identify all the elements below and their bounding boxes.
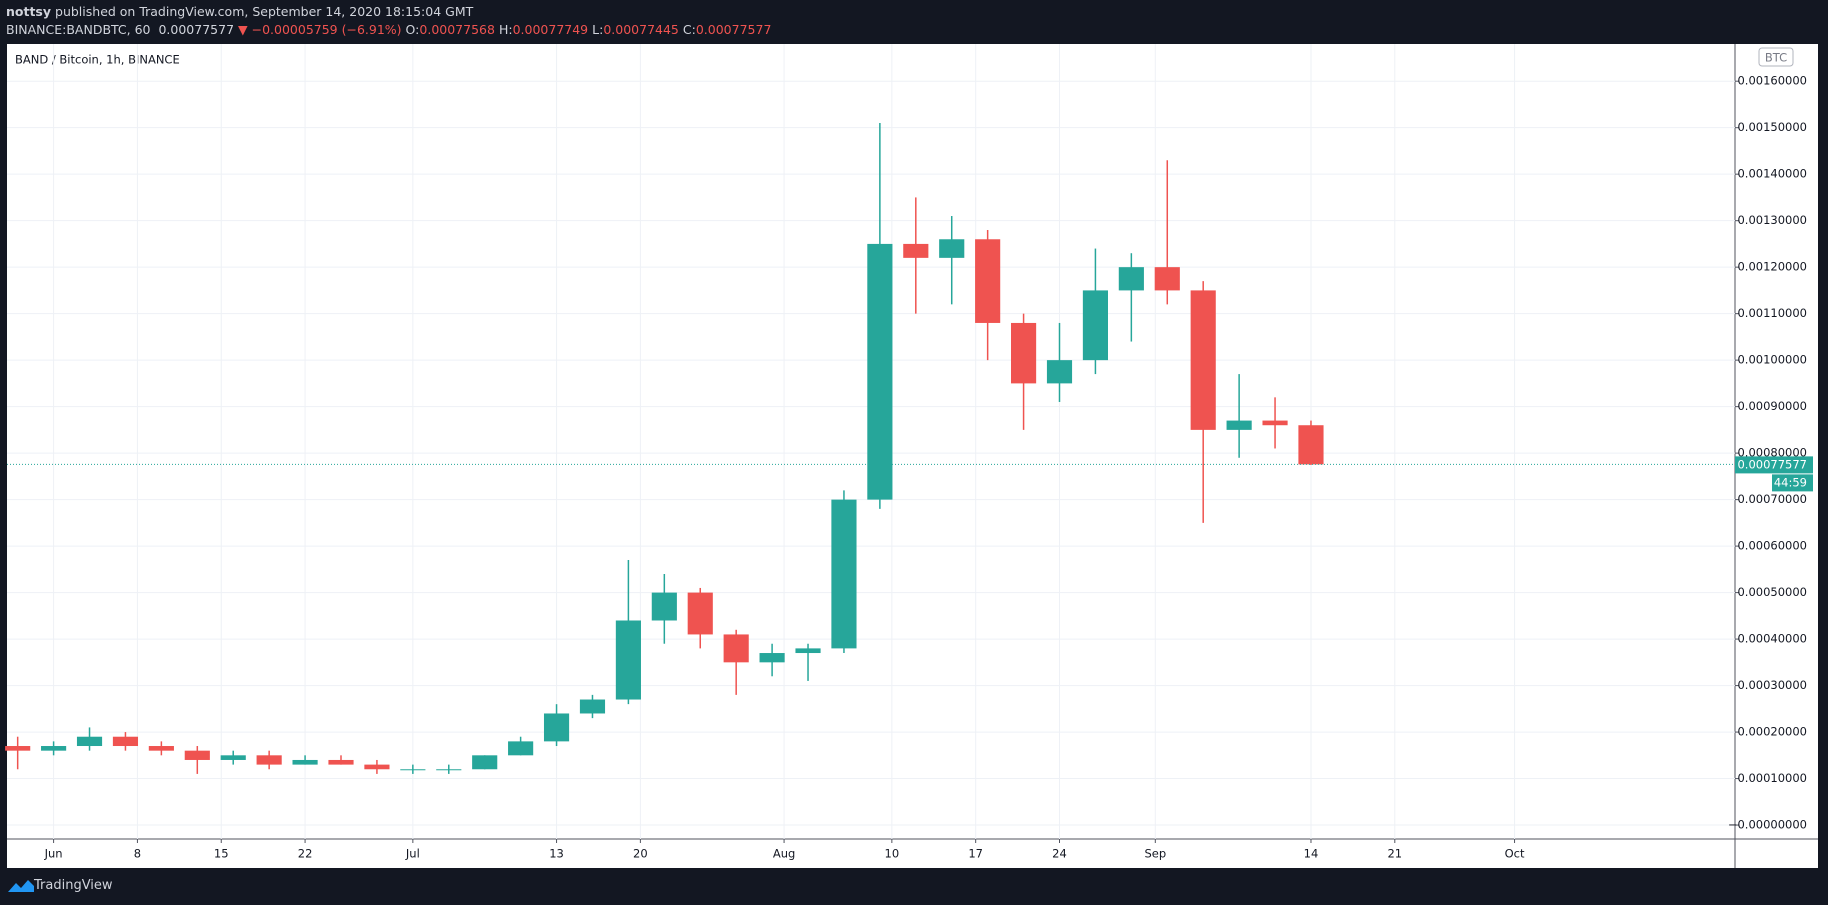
y-tick-label: 0.00060000	[1737, 539, 1807, 553]
change: ▼ −0.00005759 (−6.91%)	[238, 22, 402, 37]
chart-title: BAND / Bitcoin, 1h, BINANCE	[15, 53, 180, 67]
currency-box	[1758, 47, 1794, 67]
publish-line: nottsy published on TradingView.com, Sep…	[6, 4, 473, 19]
candle-body	[615, 620, 641, 700]
x-tick-label: 15	[214, 847, 229, 861]
x-tick-label: 8	[134, 847, 141, 861]
y-tick-label: 0.00140000	[1737, 167, 1807, 181]
candle-body	[220, 755, 246, 760]
y-tick-label: 0.00160000	[1737, 74, 1807, 88]
candle-body	[1046, 360, 1073, 384]
y-tick-label: −0.00000000	[1728, 818, 1807, 832]
candle-body	[687, 592, 713, 635]
candle-body	[436, 769, 462, 771]
y-tick-label: 0.00080000	[1737, 446, 1807, 460]
x-tick-label: Jun	[44, 847, 63, 861]
candle-body	[795, 648, 821, 654]
header: nottsy published on TradingView.com, Sep…	[0, 0, 1828, 43]
countdown: 44:59	[1774, 475, 1807, 489]
y-tick-label: 0.00090000	[1737, 399, 1807, 413]
candle-body	[651, 592, 677, 621]
x-tick-label: 13	[549, 847, 564, 861]
y-tick-label: 0.00120000	[1737, 260, 1807, 274]
x-tick-label: 10	[885, 847, 900, 861]
candle-body	[292, 759, 318, 765]
y-tick-label: 0.00130000	[1737, 213, 1807, 227]
symbol: BINANCE:BANDBTC, 60	[6, 22, 151, 37]
countdown-box	[1772, 474, 1813, 492]
x-tick-label: Oct	[1505, 847, 1525, 861]
x-tick-label: 22	[298, 847, 313, 861]
candle-body	[831, 499, 857, 649]
logo	[8, 880, 34, 892]
candle-body	[184, 750, 210, 760]
ohlc-label: C:	[682, 22, 696, 37]
ohlc-value: 0.00077749	[512, 22, 589, 37]
ohlc-value: 0.00077568	[419, 22, 495, 37]
last: 0.00077577	[158, 22, 235, 37]
candle-body	[508, 741, 534, 756]
y-tick-label: 0.00100000	[1737, 353, 1807, 367]
candle-body	[1262, 420, 1288, 426]
candle-body	[112, 736, 139, 747]
y-tick-label: 0.00030000	[1737, 678, 1807, 692]
x-tick-label: 24	[1052, 847, 1067, 861]
footer: TradingView	[0, 869, 1828, 905]
last-price-label: 0.00077577	[1737, 457, 1807, 471]
ohlc-label: H:	[498, 22, 513, 37]
candle-body	[472, 755, 498, 770]
candle-body	[723, 634, 749, 663]
candle-body	[903, 243, 929, 258]
candle-body	[1082, 290, 1108, 361]
ohlc: O:0.00077568 H:0.00077749 L:0.00077445 C:0.…	[402, 22, 772, 37]
published: published on TradingView.com, September …	[55, 4, 474, 19]
x-tick-label: 14	[1304, 847, 1319, 861]
x-tick-label: 21	[1387, 847, 1402, 861]
ohlc-value: 0.00077577	[695, 22, 772, 37]
currency: BTC	[1765, 51, 1787, 65]
y-tick-label: 0.00020000	[1737, 725, 1807, 739]
candle-body	[1154, 267, 1180, 291]
y-tick-label: 0.00150000	[1737, 120, 1807, 134]
candle-body	[41, 746, 67, 751]
author: nottsy	[6, 4, 52, 19]
y-tick-label: 0.00110000	[1737, 306, 1807, 320]
quote-line: BINANCE:BANDBTC, 60 0.00077577 ▼ −0.0000…	[6, 22, 771, 37]
ohlc-label: O:	[405, 22, 420, 37]
candle-body	[1298, 425, 1324, 465]
candle-body	[148, 746, 174, 751]
x-tick-label: 17	[968, 847, 983, 861]
candle-body	[543, 713, 570, 742]
candle-body	[939, 239, 965, 258]
candle-body	[400, 769, 426, 771]
candle-body	[364, 764, 390, 770]
x-tick-label: Sep	[1144, 847, 1166, 861]
candle-body	[867, 243, 893, 500]
x-tick-label: 20	[633, 847, 648, 861]
y-tick-label: 0.00070000	[1737, 492, 1807, 506]
candle-body	[1190, 290, 1216, 430]
candle-body	[975, 239, 1001, 323]
candle-body	[76, 736, 103, 747]
candle-body	[256, 755, 282, 765]
candle-body	[5, 746, 31, 751]
y-tick-label: 0.00040000	[1737, 632, 1807, 646]
candle-body	[1011, 322, 1037, 384]
ohlc-value: 0.00077445	[603, 22, 679, 37]
candle-body	[1118, 267, 1144, 291]
x-tick-label: Jul	[405, 847, 420, 861]
ohlc-label: L:	[592, 22, 604, 37]
y-tick-label: 0.00010000	[1737, 771, 1807, 785]
candle-body	[759, 653, 785, 663]
candle-body	[1226, 420, 1252, 430]
last-price-box	[1735, 456, 1813, 474]
chart-bg	[7, 44, 1818, 868]
brand: TradingView	[34, 878, 113, 893]
candle-body	[328, 759, 354, 765]
candle-body	[579, 699, 606, 714]
y-tick-label: 0.00050000	[1737, 585, 1807, 599]
chart: BAND / Bitcoin, 1h, BINANCE BTC −0.00000…	[0, 43, 1828, 869]
x-tick-label: Aug	[773, 847, 795, 861]
